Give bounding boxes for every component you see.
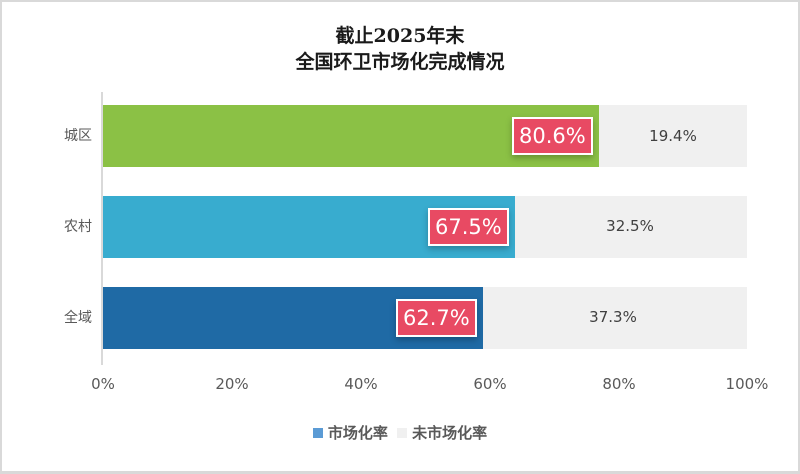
legend-swatch-grey-icon (397, 428, 408, 438)
legend-item-non-market-rate: 未市场化率 (397, 423, 487, 443)
category-label-urban: 城区 (64, 128, 92, 144)
remainder-label-urban: 19.4% (649, 127, 697, 145)
chart-title-line1: 截止2025年末 (335, 25, 465, 47)
y-axis-line (101, 92, 103, 365)
category-label-rural: 农村 (64, 219, 92, 235)
x-tick-0: 0% (91, 375, 115, 393)
value-label-rural: 67.5% (428, 208, 509, 246)
chart-legend: 市场化率 未市场化率 (0, 423, 800, 443)
value-label-urban: 80.6% (512, 117, 593, 155)
remainder-label-overall: 37.3% (589, 308, 637, 326)
value-label-overall: 62.7% (396, 299, 477, 337)
x-tick-100: 100% (725, 375, 769, 393)
chart-title-line2: 全国环卫市场化完成情况 (295, 51, 505, 73)
x-tick-20: 20% (215, 375, 249, 393)
legend-swatch-blue-icon (312, 428, 323, 438)
remainder-label-rural: 32.5% (606, 217, 654, 235)
x-tick-80: 80% (602, 375, 636, 393)
category-label-overall: 全域 (64, 310, 92, 326)
legend-label-market-rate: 市场化率 (327, 424, 388, 442)
legend-label-non-market-rate: 未市场化率 (412, 424, 488, 442)
legend-item-market-rate: 市场化率 (312, 423, 388, 443)
x-tick-40: 40% (344, 375, 378, 393)
x-tick-60: 60% (473, 375, 507, 393)
